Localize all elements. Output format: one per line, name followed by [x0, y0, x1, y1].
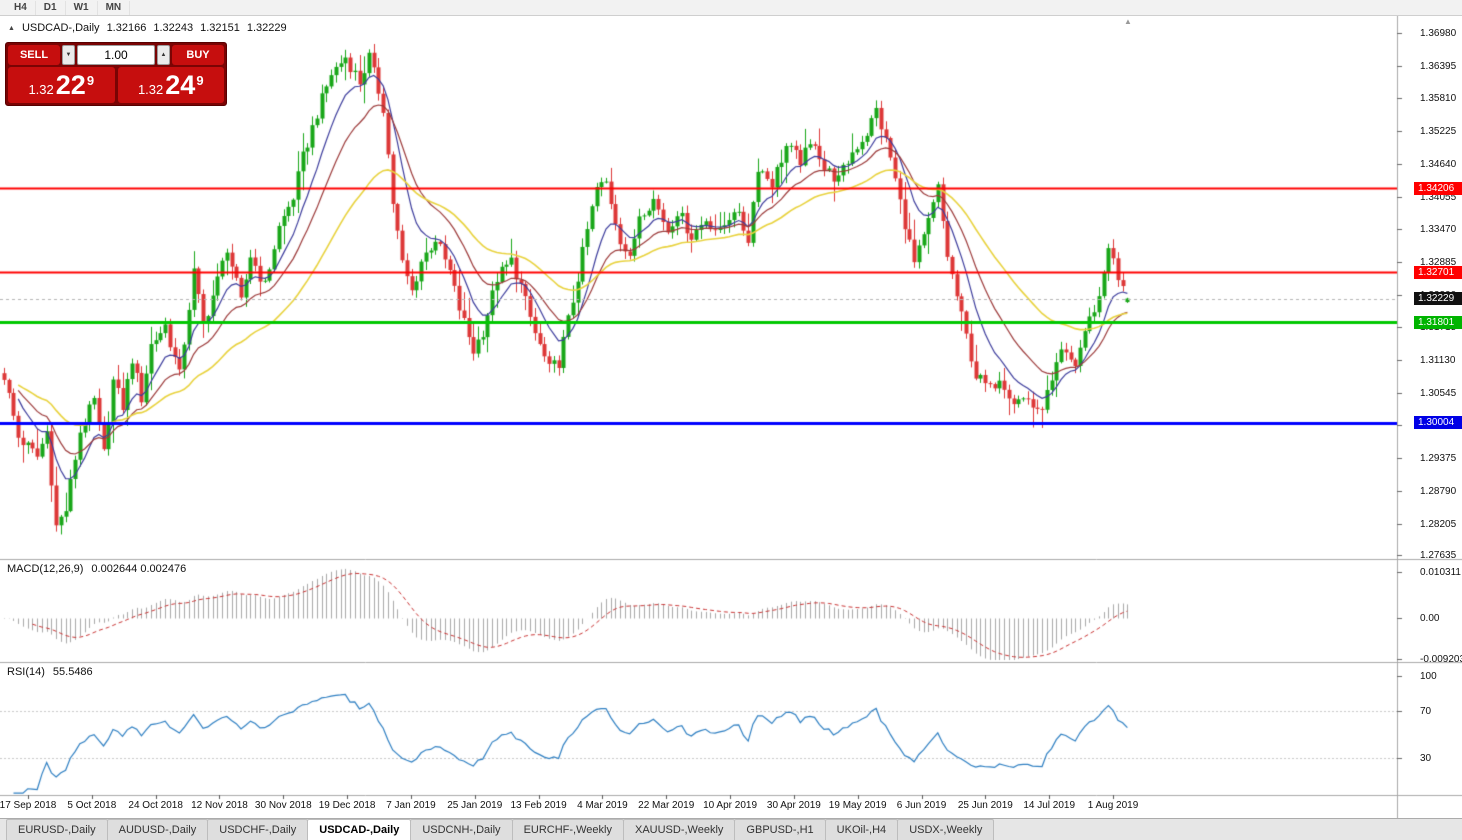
sell-price-prefix: 1.32: [28, 82, 54, 97]
chart-open-value: 1.32166: [106, 22, 147, 34]
rsi-value: 55.5486: [52, 666, 93, 678]
date-axis-label: 22 Mar 2019: [638, 800, 695, 811]
price-axis-tick: 1.34640: [1420, 158, 1457, 170]
timeframe-button-w1[interactable]: W1: [66, 0, 98, 15]
chart-tab-gbpusd-h1[interactable]: GBPUSD-,H1: [734, 819, 826, 840]
sell-button[interactable]: SELL: [8, 45, 60, 65]
rsi-name: RSI(14): [7, 666, 45, 678]
macd-indicator-label: MACD(12,26,9) 0.002644 0.002476: [7, 563, 186, 575]
chart-tabs-bar: EURUSD-,Daily AUDUSD-,Daily USDCHF-,Daily U…: [0, 818, 1462, 840]
chart-tab-usdx-weekly[interactable]: USDX-,Weekly: [897, 819, 995, 840]
chart-tab-xauusd-weekly[interactable]: XAUUSD-,Weekly: [622, 819, 736, 840]
buy-button[interactable]: BUY: [172, 45, 224, 65]
price-axis-tick: 1.28790: [1420, 485, 1457, 497]
price-axis-tick: 1.35225: [1420, 126, 1457, 138]
date-axis-label: 30 Nov 2018: [254, 800, 312, 811]
price-level-badge: 1.32701: [1414, 265, 1462, 279]
chart-tab-audusd-daily[interactable]: AUDUSD-,Daily: [106, 819, 209, 840]
rsi-axis-tick: 100: [1420, 671, 1437, 682]
chart-close-value: 1.32229: [246, 22, 287, 34]
volume-increase-button[interactable]: ▲: [157, 45, 170, 65]
price-axis-tick: 1.31130: [1420, 355, 1456, 366]
macd-values: 0.002644 0.002476: [91, 563, 187, 575]
price-level-badge: 1.30004: [1414, 416, 1462, 430]
chart-low-value: 1.32151: [200, 22, 240, 34]
chart-tab-usdcnh-daily[interactable]: USDCNH-,Daily: [410, 819, 513, 840]
price-axis-tick: 1.34055: [1420, 191, 1457, 203]
price-axis-tick: 1.32885: [1420, 256, 1457, 268]
price-axis-tick: 1.29375: [1420, 453, 1457, 465]
date-axis-label: 5 Oct 2018: [67, 800, 117, 811]
chart-tab-usdchf-daily[interactable]: USDCHF-,Daily: [207, 819, 309, 840]
chart-canvas[interactable]: [0, 16, 1462, 818]
date-axis-label: 13 Feb 2019: [510, 800, 567, 811]
symbol-marker-icon: ▲: [8, 24, 15, 32]
chart-tab-usdcad-daily[interactable]: USDCAD-,Daily: [307, 819, 412, 840]
chart-tab-eurusd-daily[interactable]: EURUSD-,Daily: [6, 819, 108, 840]
price-level-badge: 1.31801: [1414, 315, 1462, 329]
timeframe-toolbar: H4 D1 W1 MN: [0, 0, 1462, 16]
macd-axis-tick: 0.010311: [1420, 567, 1461, 578]
date-axis-label: 10 Apr 2019: [703, 800, 758, 811]
rsi-axis-tick: 70: [1420, 706, 1432, 718]
price-axis-tick: 1.28205: [1420, 518, 1457, 530]
date-axis-label: 6 Jun 2019: [896, 800, 947, 811]
price-axis-tick: 1.27635: [1420, 550, 1457, 562]
timeframe-button-h4[interactable]: H4: [6, 0, 36, 15]
chart-shift-marker-icon[interactable]: ▲: [1124, 17, 1132, 26]
timeframe-button-d1[interactable]: D1: [36, 0, 66, 15]
triangle-up-icon: ▲: [160, 52, 167, 58]
rsi-axis-tick: 30: [1420, 752, 1432, 764]
price-level-badge: 1.32229: [1414, 292, 1462, 306]
date-axis-label: 12 Nov 2018: [191, 800, 248, 811]
buy-price-display[interactable]: 1.32 24 9: [117, 67, 224, 103]
date-axis-label: 25 Jun 2019: [957, 800, 1013, 811]
chart-tab-ukoil-h4[interactable]: UKOil-,H4: [824, 819, 899, 840]
chart-ohlc-header: ▲ USDCAD-,Daily 1.32166 1.32243 1.32151 …: [8, 22, 287, 34]
macd-name: MACD(12,26,9): [7, 563, 84, 575]
one-click-trading-panel: SELL ▼ ▲ BUY 1.32 22 9 1.32 24: [5, 42, 227, 106]
chart-high-value: 1.32243: [153, 22, 194, 34]
rsi-indicator-label: RSI(14) 55.5486: [7, 666, 93, 678]
buy-price-big: 24: [165, 70, 196, 100]
volume-input[interactable]: [77, 45, 155, 65]
price-level-badge: 1.34206: [1414, 181, 1462, 195]
date-axis-label: 1 Aug 2019: [1087, 800, 1139, 811]
timeframe-button-mn[interactable]: MN: [98, 0, 131, 15]
price-axis-tick: 1.36980: [1420, 28, 1457, 39]
date-axis-label: 19 Dec 2018: [318, 800, 376, 811]
date-axis-label: 7 Jan 2019: [386, 800, 436, 811]
date-axis-label: 17 Sep 2018: [0, 800, 57, 811]
price-axis-tick: 1.35810: [1420, 93, 1457, 105]
date-axis-label: 25 Jan 2019: [447, 800, 503, 811]
macd-axis-tick: 0.00: [1420, 613, 1440, 624]
date-axis-label: 30 Apr 2019: [766, 800, 821, 811]
chart-panel: ▲ USDCAD-,Daily 1.32166 1.32243 1.32151 …: [0, 16, 1462, 818]
date-axis-label: 19 May 2019: [828, 800, 887, 811]
sell-price-big: 22: [55, 70, 86, 100]
chart-tab-eurchf-weekly[interactable]: EURCHF-,Weekly: [511, 819, 624, 840]
volume-decrease-button[interactable]: ▼: [62, 45, 75, 65]
chart-symbol-label: USDCAD-,Daily: [21, 22, 100, 34]
date-axis-label: 24 Oct 2018: [128, 800, 183, 811]
sell-price-pipette: 9: [86, 73, 95, 88]
price-axis-tick: 1.36395: [1420, 60, 1457, 72]
macd-axis-tick: -0.009203: [1420, 654, 1462, 666]
buy-price-pipette: 9: [196, 73, 204, 88]
date-axis-label: 4 Mar 2019: [577, 800, 628, 811]
date-axis-label: 14 Jul 2019: [1023, 800, 1076, 811]
triangle-down-icon: ▼: [65, 52, 72, 58]
buy-price-prefix: 1.32: [137, 82, 164, 97]
sell-price-display[interactable]: 1.32 22 9: [8, 67, 115, 103]
price-axis-tick: 1.30545: [1420, 387, 1457, 399]
price-axis-tick: 1.33470: [1420, 224, 1457, 236]
